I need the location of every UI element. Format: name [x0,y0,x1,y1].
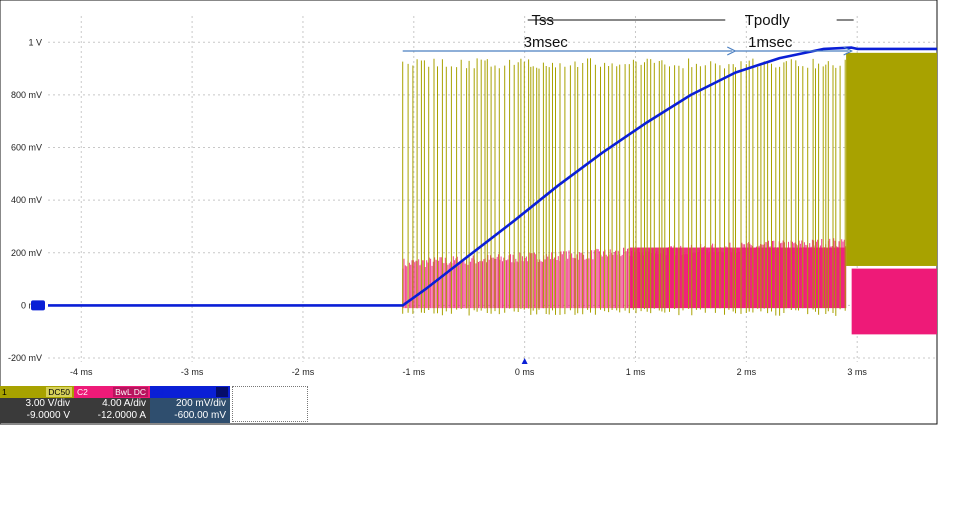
y-tick-label: 200 mV [11,248,42,258]
ch3-badge [216,387,228,397]
ground-level-marker [31,300,45,311]
empty-channel-slot[interactable] [232,386,308,422]
annotation-duration: 3msec [524,34,569,51]
ch3-settings[interactable]: 200 mV/div -600.00 mV [150,398,230,423]
ch1-settings[interactable]: 3.00 V/div -9.0000 V [0,398,74,423]
ch3-vdiv: 200 mV/div [175,398,226,409]
x-tick-label: 3 ms [847,367,867,377]
ch1-offset: -9.0000 V [26,410,70,421]
x-tick-label: -4 ms [70,367,93,377]
trigger-marker [521,358,528,364]
ch3-offset: -600.00 mV [174,410,226,421]
annotation-arrowhead [843,46,853,56]
ch3-header[interactable]: C3 [150,386,230,398]
y-tick-label: -200 mV [8,353,42,363]
ch2-header[interactable]: C2 BwL DC [74,386,150,398]
ch1-vdiv: 3.00 V/div [25,398,70,409]
x-tick-label: 0 ms [515,367,535,377]
x-tick-label: -1 ms [403,367,426,377]
ch1-coupling-badge: DC50 [46,387,72,397]
ch1-number: 1 [2,387,7,397]
x-tick-label: 1 ms [626,367,646,377]
ch1-header[interactable]: 1 DC50 [0,386,74,398]
y-tick-label: 400 mV [11,195,42,205]
annotation-duration: 1msec [748,34,793,51]
ch2-offset: -12.0000 A [97,410,146,421]
series-ch1-burst [402,58,846,316]
x-axis-labels: -4 ms -3 ms -2 ms -1 ms 0 ms 1 ms 2 ms 3 ms [70,367,867,377]
markers [31,300,528,364]
x-tick-label: -2 ms [292,367,315,377]
x-tick-label: -3 ms [181,367,204,377]
traces [48,46,937,335]
y-tick-label: 1 V [28,37,42,47]
series-ch2-dense [629,247,847,309]
ch2-vdiv: 4.00 A/div [102,398,146,409]
series-ch3 [48,46,937,307]
y-tick-label: 800 mV [11,90,42,100]
scope-frame [0,0,938,425]
series-ch1-continuous [846,52,937,266]
y-tick-label: 600 mV [11,143,42,153]
series-ch2-continuous [851,268,937,335]
ch2-number: C2 [77,387,88,397]
ch2-bandwidth-badge: BwL DC [113,387,148,397]
ch3-number: C3 [153,387,164,397]
annotation-label: Tpodly [745,12,791,29]
ch2-settings[interactable]: 4.00 A/div -12.0000 A [74,398,150,423]
x-tick-label: 2 ms [737,367,757,377]
